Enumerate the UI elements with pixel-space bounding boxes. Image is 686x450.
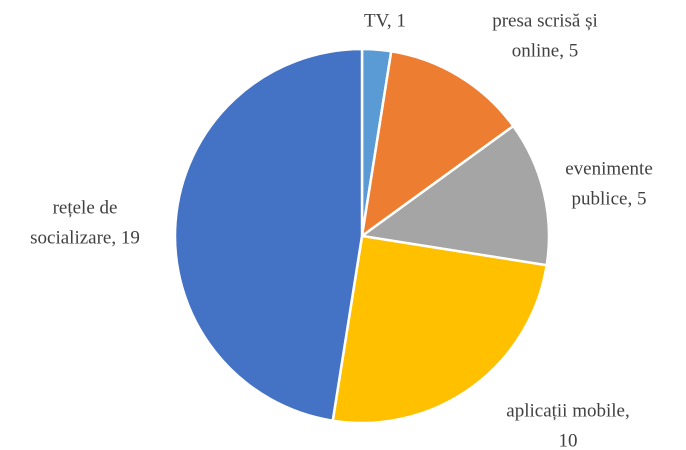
pie-slice <box>173 47 364 423</box>
data-label: aplicații mobile, <box>506 400 629 421</box>
pie-slice <box>358 124 551 267</box>
data-label: presa scrisă și <box>492 10 598 31</box>
data-label: 10 <box>559 430 578 450</box>
pie-slice <box>331 234 549 425</box>
data-label: online, 5 <box>512 40 579 61</box>
data-label: publice, 5 <box>572 188 647 209</box>
pie-slice <box>360 49 516 239</box>
data-label: evenimente <box>565 158 653 179</box>
data-label: TV, 1 <box>364 10 406 31</box>
data-label: socializare, 19 <box>30 227 140 248</box>
data-label: rețele de <box>53 197 118 218</box>
